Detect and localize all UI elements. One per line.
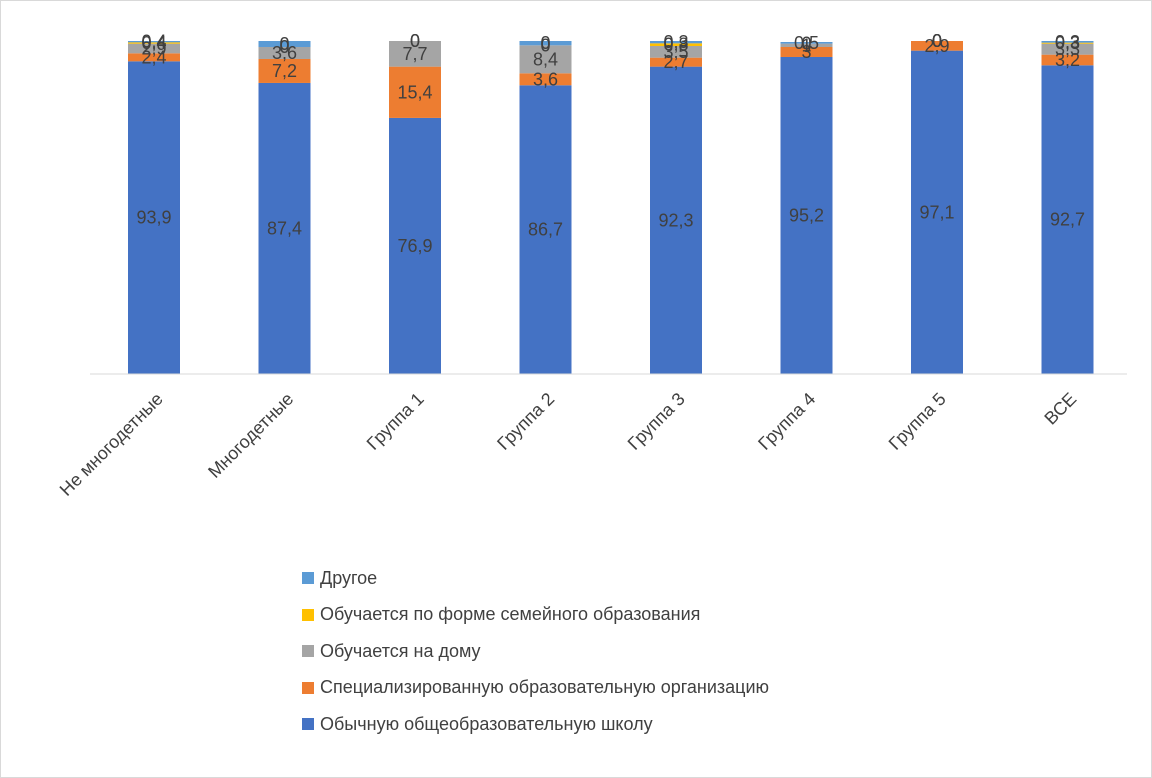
- legend-swatch: [302, 645, 314, 658]
- data-label: 1: [801, 35, 811, 55]
- data-label: 97,1: [919, 202, 954, 222]
- bar-segment: [911, 50, 963, 374]
- legend-item: Обучается по форме семейного образования: [302, 597, 769, 634]
- data-label: 0: [932, 31, 942, 51]
- data-label: 0,3: [1055, 32, 1080, 52]
- bar-segment: [780, 41, 833, 44]
- bar-segment: [389, 41, 441, 67]
- legend-item: Обучается на дому: [302, 633, 769, 670]
- data-label: 0,3: [663, 32, 688, 52]
- bar-segment: [128, 41, 180, 43]
- data-label: 76,9: [397, 236, 432, 256]
- data-label: 2,9: [924, 36, 949, 56]
- bar-segment: [389, 117, 441, 374]
- legend-swatch: [302, 608, 314, 621]
- data-label: 2,9: [141, 38, 166, 58]
- bar-segment: [128, 53, 180, 62]
- legend-label: Обычную общеобразовательную школу: [320, 713, 653, 734]
- data-label: 7,7: [402, 44, 427, 64]
- bar-segment: [258, 58, 311, 83]
- bar-segment: [1041, 42, 1094, 44]
- bar-segment: [519, 73, 572, 86]
- legend-label: Обучается на дому: [320, 640, 481, 661]
- data-label: 3: [801, 42, 811, 62]
- bar-segment: [258, 82, 311, 374]
- data-label: 2,7: [663, 52, 688, 72]
- bar-segment: [650, 57, 702, 67]
- legend: Другое Обучается по форме семейного образ…: [302, 560, 769, 743]
- data-label: 0,3: [1055, 33, 1080, 53]
- bar-segment: [1041, 54, 1094, 66]
- bar-segment: [1041, 65, 1094, 375]
- data-label: 93,9: [136, 208, 171, 228]
- bar-segment: [128, 42, 180, 44]
- legend-label: Специализированную образовательную орган…: [320, 677, 770, 698]
- bar-segment: [911, 41, 963, 51]
- bar-segment: [1041, 43, 1094, 55]
- bar-segment: [519, 41, 572, 46]
- legend-swatch: [302, 681, 314, 694]
- data-label: 3,5: [663, 42, 688, 62]
- bar-segment: [258, 46, 311, 59]
- data-label: 0,4: [141, 32, 166, 52]
- data-label: 0: [932, 31, 942, 51]
- bar-segment: [650, 45, 702, 58]
- data-label: 0: [410, 31, 420, 51]
- legend-item: Специализированную образовательную орган…: [302, 670, 769, 707]
- bar-segment: [519, 45, 572, 74]
- data-label: 0: [279, 34, 289, 54]
- legend-swatch: [302, 718, 314, 731]
- bar-segment: [780, 43, 833, 47]
- bar-segment: [258, 41, 311, 47]
- legend-label: Обучается по форме семейного образования: [320, 604, 701, 625]
- data-label: 0: [279, 37, 289, 57]
- legend-item: Обычную общеобразовательную школу: [302, 706, 769, 743]
- data-label: 3,2: [1055, 50, 1080, 70]
- data-label: 0: [540, 33, 550, 53]
- data-label: 8,4: [533, 49, 558, 69]
- data-label: 0,5: [794, 33, 819, 53]
- data-label: 3,6: [272, 43, 297, 63]
- data-label: 15,4: [397, 82, 432, 102]
- data-label: 2,4: [141, 47, 166, 67]
- legend-label: Другое: [320, 567, 378, 588]
- data-label: 95,2: [789, 205, 824, 225]
- data-label: 0,8: [663, 35, 688, 55]
- bar-segment: [780, 56, 833, 374]
- data-label: 87,4: [267, 218, 302, 238]
- bar-segment: [128, 61, 180, 375]
- data-label: 0,4: [141, 33, 166, 53]
- data-label: 0: [540, 35, 550, 55]
- data-label: 92,3: [658, 210, 693, 230]
- data-label: 3,6: [533, 69, 558, 89]
- data-label: 0: [410, 31, 420, 51]
- data-label: 3,3: [1055, 39, 1080, 59]
- legend-item: Другое: [302, 560, 769, 597]
- data-label: 0: [932, 31, 942, 51]
- bar-segment: [650, 66, 702, 375]
- bar-segment: [389, 66, 441, 118]
- bar-segment: [650, 41, 702, 44]
- data-label: 92,7: [1050, 210, 1085, 230]
- data-label: 7,2: [272, 61, 297, 81]
- data-label: 0: [801, 34, 811, 54]
- data-label: 86,7: [528, 220, 563, 240]
- bar-segment: [519, 85, 572, 374]
- bar-segment: [650, 43, 702, 46]
- bar-segment: [128, 43, 180, 54]
- legend-swatch: [302, 572, 314, 585]
- bar-segment: [1041, 41, 1094, 43]
- bar-segment: [780, 46, 833, 57]
